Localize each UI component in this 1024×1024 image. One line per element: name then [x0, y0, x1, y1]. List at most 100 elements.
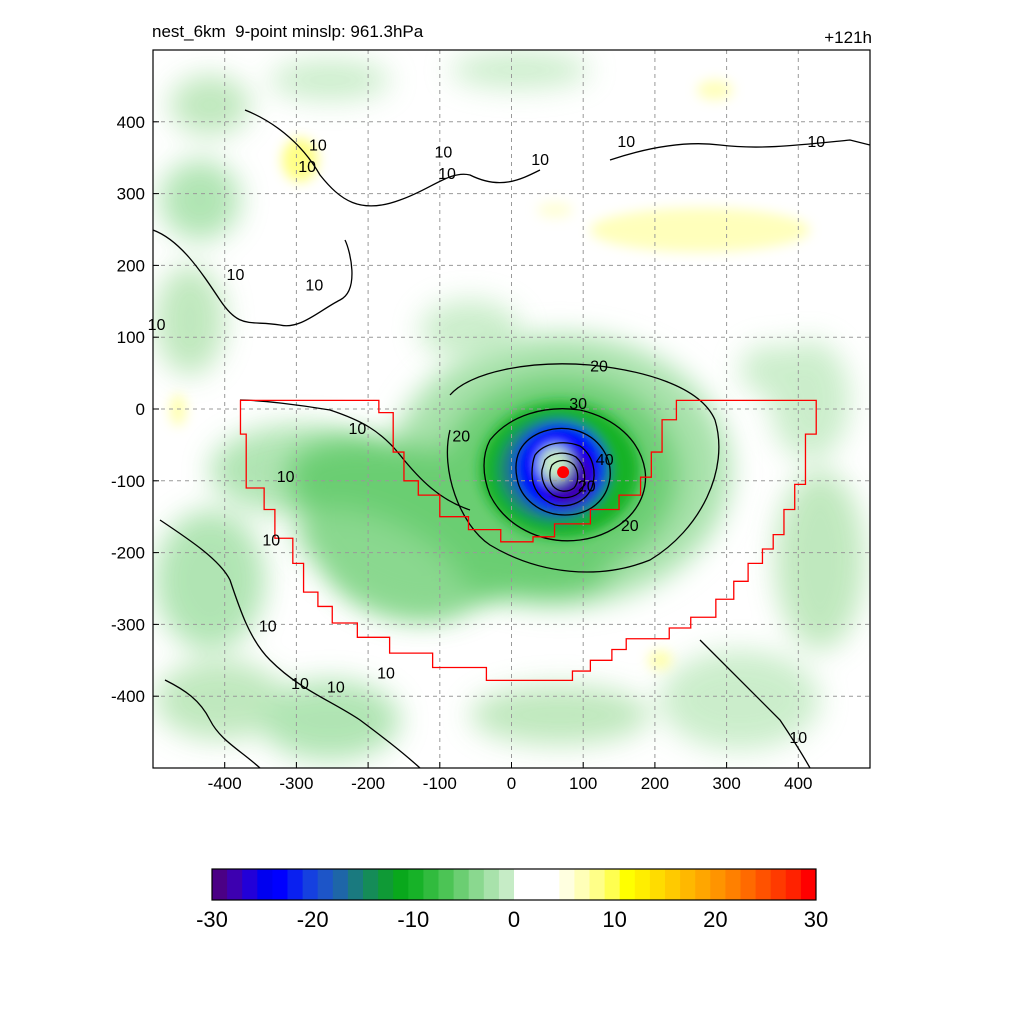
- contour-label: 20: [621, 518, 639, 535]
- contour-10-south: [159, 519, 421, 768]
- wind-speed-contours: [153, 109, 870, 768]
- colorbar-swatch: [347, 869, 364, 900]
- contour-label: 10: [148, 317, 166, 334]
- contour-label: 30: [569, 396, 587, 413]
- contour-label: 20: [578, 479, 596, 496]
- contour-label: 10: [531, 152, 549, 169]
- colorbar-swatch: [649, 869, 666, 900]
- colorbar-tick-label: 20: [703, 907, 727, 932]
- contour-inner-1: [531, 442, 595, 507]
- x-tick-label: 200: [641, 774, 669, 793]
- chart-title: nest_6km 9-point minslp: 961.3hPa: [152, 22, 424, 41]
- colorbar-swatch: [468, 869, 485, 900]
- colorbar-swatch: [740, 869, 757, 900]
- contour-20-ring: [446, 363, 720, 573]
- x-tick-label: 300: [712, 774, 740, 793]
- colorbar-swatch: [498, 869, 515, 900]
- contour-label: 10: [789, 730, 807, 747]
- colorbar-swatch: [423, 869, 439, 900]
- contour-label: 20: [590, 359, 608, 376]
- colorbar-swatch: [378, 869, 394, 900]
- contour-30-ring: [483, 408, 647, 542]
- x-tick-label: -100: [423, 774, 457, 793]
- colorbar-tick-label: -20: [297, 907, 329, 932]
- contour-inner-2: [541, 452, 586, 499]
- contour-label: 10: [807, 134, 825, 151]
- x-tick-label: 100: [569, 774, 597, 793]
- vorticity-field: [153, 50, 870, 768]
- x-tick-label: -200: [351, 774, 385, 793]
- contour-label: 10: [227, 267, 245, 284]
- colorbar-swatch: [272, 869, 288, 900]
- colorbar-swatch: [332, 869, 349, 900]
- contour-label: 10: [377, 665, 395, 682]
- contour-10-southeast: [699, 639, 811, 768]
- x-tick-label: -400: [208, 774, 242, 793]
- colorbar-tick-label: 0: [508, 907, 520, 932]
- colorbar-tick-label: -30: [196, 907, 228, 932]
- contour-10-north: [244, 109, 541, 207]
- contour-10-southwest: [164, 679, 261, 768]
- y-tick-label: -300: [111, 615, 145, 634]
- colorbar-swatch: [363, 869, 379, 900]
- contour-label: 40: [596, 452, 614, 469]
- colorbar-swatch: [257, 869, 273, 900]
- colorbar-swatch: [544, 869, 560, 900]
- contour-10-northeast: [609, 139, 870, 161]
- forecast-hour-label: +121h: [824, 28, 872, 47]
- y-tick-label: -100: [111, 472, 145, 491]
- contour-label: 10: [259, 619, 277, 636]
- colorbar-swatch: [317, 869, 334, 900]
- colorbar-swatch: [514, 869, 530, 900]
- colorbar-swatch: [619, 869, 636, 900]
- colorbar-swatch: [574, 869, 590, 900]
- colorbar-swatch: [302, 869, 319, 900]
- y-tick-label: 100: [117, 328, 145, 347]
- colorbar-swatch: [725, 869, 741, 900]
- colorbar: [211, 868, 817, 901]
- colorbar-swatch: [680, 869, 696, 900]
- storm-center-marker: [557, 466, 570, 479]
- contour-label: 10: [298, 159, 316, 176]
- x-tick-label: 0: [507, 774, 516, 793]
- colorbar-swatch: [438, 869, 455, 900]
- contour-label: 10: [291, 676, 309, 693]
- contour-label: 10: [617, 134, 635, 151]
- y-axis: 400 300 200 100 0 -100 -200 -300 -400: [111, 113, 159, 706]
- x-axis: -400 -300 -200 -100 0 100 200 300 400: [208, 762, 812, 793]
- colorbar-swatch: [559, 869, 575, 900]
- contour-labels: 10 10 10 10 10 10 10 10 10 10 10 10 10 10 10 10 10 10 20 20…: [148, 134, 826, 747]
- contour-label: 10: [305, 278, 323, 295]
- y-tick-label: -400: [111, 687, 145, 706]
- colorbar-swatch: [800, 869, 817, 900]
- contour-label: 10: [309, 138, 327, 155]
- colorbar-swatch: [242, 869, 258, 900]
- colorbar-swatch: [483, 869, 500, 900]
- x-tick-label: 400: [784, 774, 812, 793]
- contour-10-boundary: [239, 399, 471, 511]
- colorbar-swatch: [710, 869, 726, 900]
- y-tick-label: -200: [111, 544, 145, 563]
- x-tick-label: -300: [279, 774, 313, 793]
- colorbar-swatch: [287, 869, 304, 900]
- colorbar-tick-labels: -30 -20 -10 0 10 20 30: [196, 907, 828, 932]
- contour-label: 10: [438, 166, 456, 183]
- contour-10-west: [153, 229, 353, 327]
- colorbar-swatch: [785, 869, 802, 900]
- colorbar-swatch: [529, 869, 545, 900]
- colorbar-swatch: [227, 869, 243, 900]
- contour-label: 10: [262, 532, 280, 549]
- contour-inner-3: [549, 459, 579, 492]
- contour-label: 10: [348, 421, 366, 438]
- y-tick-label: 400: [117, 113, 145, 132]
- colorbar-swatch: [393, 869, 409, 900]
- contour-label: 10: [434, 145, 452, 162]
- contour-label: 20: [452, 428, 470, 445]
- y-tick-label: 300: [117, 185, 145, 204]
- colorbar-swatch: [755, 869, 772, 900]
- y-tick-label: 0: [136, 400, 145, 419]
- colorbar-swatch: [408, 869, 424, 900]
- colorbar-swatch: [634, 869, 651, 900]
- colorbar-frame: [211, 868, 817, 901]
